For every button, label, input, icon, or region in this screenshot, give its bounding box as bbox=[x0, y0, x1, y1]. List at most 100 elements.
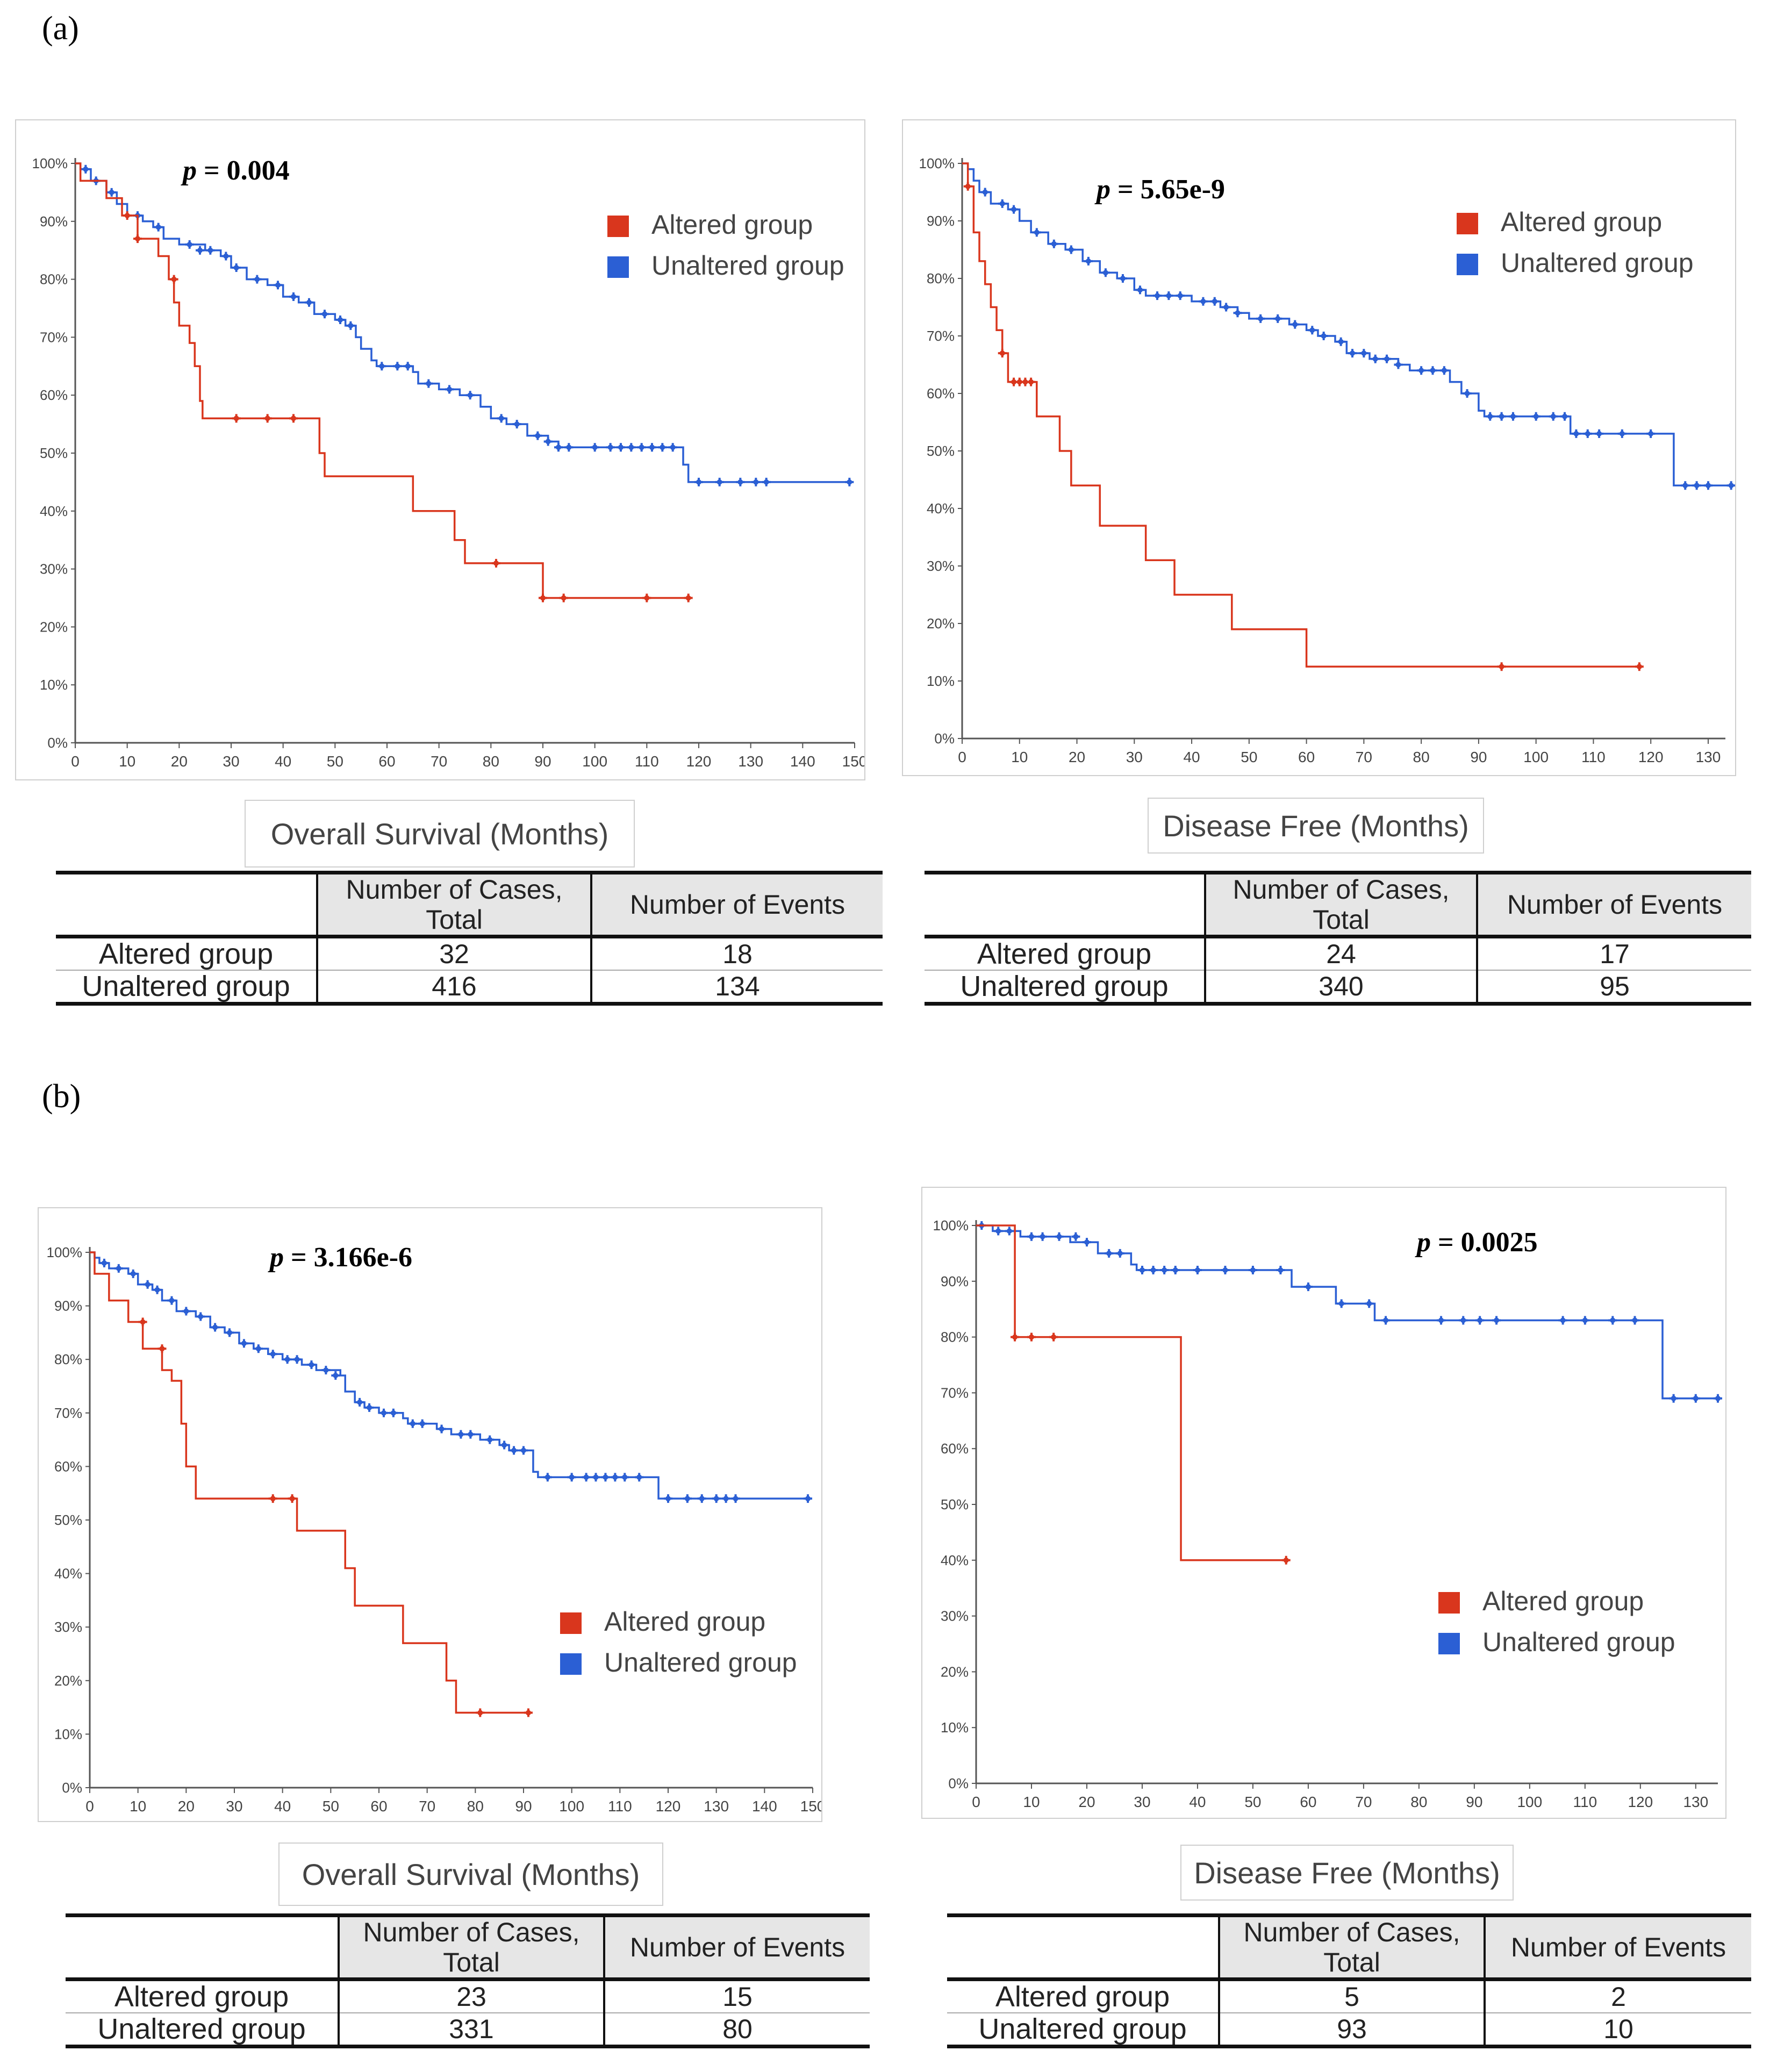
table-row: Unaltered group 331 80 bbox=[66, 2013, 870, 2048]
chart-b-df-svg: 0% 10% 20% 30% 40% 50% 60% 70% 80% 90% 100% 0 10 20 30… bbox=[933, 1217, 1722, 1810]
x-tick-label: 70 bbox=[419, 1798, 435, 1815]
censor-dot bbox=[135, 236, 140, 242]
x-tick-label: 100 bbox=[559, 1798, 584, 1815]
table-header: Number of Cases, Total Number of Events bbox=[56, 871, 883, 938]
censor-dot bbox=[468, 1431, 474, 1437]
censor-dot bbox=[270, 1496, 276, 1502]
legend-swatch-unaltered bbox=[1457, 254, 1478, 275]
p-value-label: p = 0.0025 bbox=[1415, 1227, 1538, 1258]
row-events: 18 bbox=[590, 936, 883, 971]
censor-dot bbox=[379, 363, 385, 369]
y-tick-label: 80% bbox=[941, 1329, 969, 1345]
censor-dot bbox=[535, 433, 541, 439]
x-tick-label: 80 bbox=[1413, 749, 1430, 765]
censor-dot bbox=[847, 479, 852, 485]
x-tick-label: 60 bbox=[370, 1798, 387, 1815]
censor-dot bbox=[696, 479, 701, 485]
x-tick-label: 130 bbox=[1683, 1794, 1708, 1810]
censor-dot bbox=[612, 1474, 618, 1480]
x-tick-label: 70 bbox=[431, 753, 447, 770]
censor-dot bbox=[477, 1710, 483, 1716]
censor-dot bbox=[999, 200, 1005, 206]
legend-swatch-unaltered bbox=[1438, 1633, 1460, 1654]
censor-dot bbox=[566, 444, 572, 450]
censor-dot bbox=[348, 322, 354, 328]
censor-dot bbox=[1034, 230, 1040, 235]
x-tick-label: 20 bbox=[178, 1798, 195, 1815]
col-cases-header: Number of Cases, Total bbox=[1204, 871, 1477, 938]
y-tick-label: 100% bbox=[933, 1217, 969, 1234]
censor-dot bbox=[514, 421, 520, 427]
censor-dot bbox=[264, 415, 270, 421]
table-row: Altered group 23 15 bbox=[66, 1979, 870, 2013]
censor-dot bbox=[1275, 316, 1281, 321]
x-tick-label: 110 bbox=[635, 753, 659, 770]
censor-dot bbox=[155, 224, 161, 230]
x-tick-label: 120 bbox=[1638, 749, 1664, 765]
censor-dot bbox=[233, 415, 239, 421]
censor-dot bbox=[447, 386, 452, 392]
legend-label-unaltered: Unaltered group bbox=[1482, 1627, 1675, 1657]
censor-dot bbox=[390, 1410, 396, 1416]
row-cases: 23 bbox=[338, 1979, 604, 2013]
censor-dot bbox=[1250, 1267, 1256, 1273]
censor-dot bbox=[1309, 327, 1315, 333]
censor-dot bbox=[1258, 316, 1264, 321]
x-tick-label: 100 bbox=[1517, 1794, 1542, 1810]
censor-dot bbox=[410, 1421, 415, 1426]
p-value-text: = 3.166e-6 bbox=[291, 1242, 412, 1273]
y-tick-label: 0% bbox=[62, 1780, 82, 1796]
censor-dot bbox=[561, 595, 567, 601]
censor-dot bbox=[1636, 664, 1642, 670]
censor-dot bbox=[381, 1410, 386, 1416]
censor-dot bbox=[1694, 483, 1700, 489]
y-tick-label: 20% bbox=[927, 615, 955, 632]
y-tick-label: 30% bbox=[40, 561, 68, 577]
x-tick-label: 100 bbox=[1523, 749, 1549, 765]
x-tick-label: 70 bbox=[1356, 749, 1372, 765]
x-tick-label: 90 bbox=[1466, 1794, 1482, 1810]
y-tick-label: 0% bbox=[948, 1775, 969, 1791]
censor-dot bbox=[1619, 431, 1625, 436]
x-tick-label: 70 bbox=[1355, 1794, 1372, 1810]
legend-swatch-unaltered bbox=[607, 256, 629, 278]
censor-dot bbox=[1011, 206, 1017, 212]
censor-dot bbox=[1150, 1267, 1156, 1273]
row-events: 95 bbox=[1476, 970, 1751, 1006]
x-tick-label: 120 bbox=[686, 753, 712, 770]
chart-b-overall-survival: 0% 10% 20% 30% 40% 50% 60% 70% 80% 90% 100% 0 10 20 30… bbox=[38, 1207, 822, 1822]
y-tick-label: 40% bbox=[927, 500, 955, 517]
censor-dot bbox=[309, 1362, 314, 1368]
censor-dot bbox=[1102, 270, 1108, 276]
censor-dot bbox=[183, 1308, 189, 1314]
table-header-blank bbox=[947, 1913, 1219, 1981]
y-tick-label: 20% bbox=[40, 619, 68, 635]
unaltered-survival-line bbox=[976, 1224, 1718, 1400]
censor-dot bbox=[467, 392, 473, 398]
censor-dot bbox=[593, 1474, 599, 1480]
censor-dot bbox=[1573, 431, 1579, 436]
censor-dot bbox=[525, 1710, 531, 1716]
y-tick-label: 70% bbox=[54, 1405, 82, 1421]
censor-dot bbox=[187, 241, 192, 247]
censor-dot bbox=[439, 1426, 445, 1432]
censor-dot bbox=[544, 1474, 550, 1480]
x-tick-label: 0 bbox=[85, 1798, 94, 1815]
y-tick-label: 90% bbox=[941, 1273, 969, 1289]
chart-b-disease-free: 0% 10% 20% 30% 40% 50% 60% 70% 80% 90% 100% 0 10 20 30… bbox=[921, 1187, 1726, 1819]
censor-dot bbox=[1012, 1334, 1018, 1340]
censor-dot bbox=[1051, 241, 1057, 247]
y-tick-label: 60% bbox=[941, 1440, 969, 1457]
censor-dot bbox=[323, 1367, 329, 1373]
x-tick-label: 60 bbox=[1298, 749, 1315, 765]
censor-dot bbox=[603, 1474, 608, 1480]
censor-dot bbox=[294, 1357, 300, 1363]
censor-dot bbox=[1056, 1234, 1062, 1239]
y-tick-label: 70% bbox=[40, 329, 68, 345]
censor-dot bbox=[699, 1496, 705, 1502]
censor-dot bbox=[254, 276, 260, 282]
censor-dot bbox=[270, 1351, 276, 1357]
censor-dot bbox=[1022, 379, 1028, 385]
x-tick-label: 130 bbox=[738, 753, 763, 770]
censor-dot bbox=[1338, 339, 1344, 345]
